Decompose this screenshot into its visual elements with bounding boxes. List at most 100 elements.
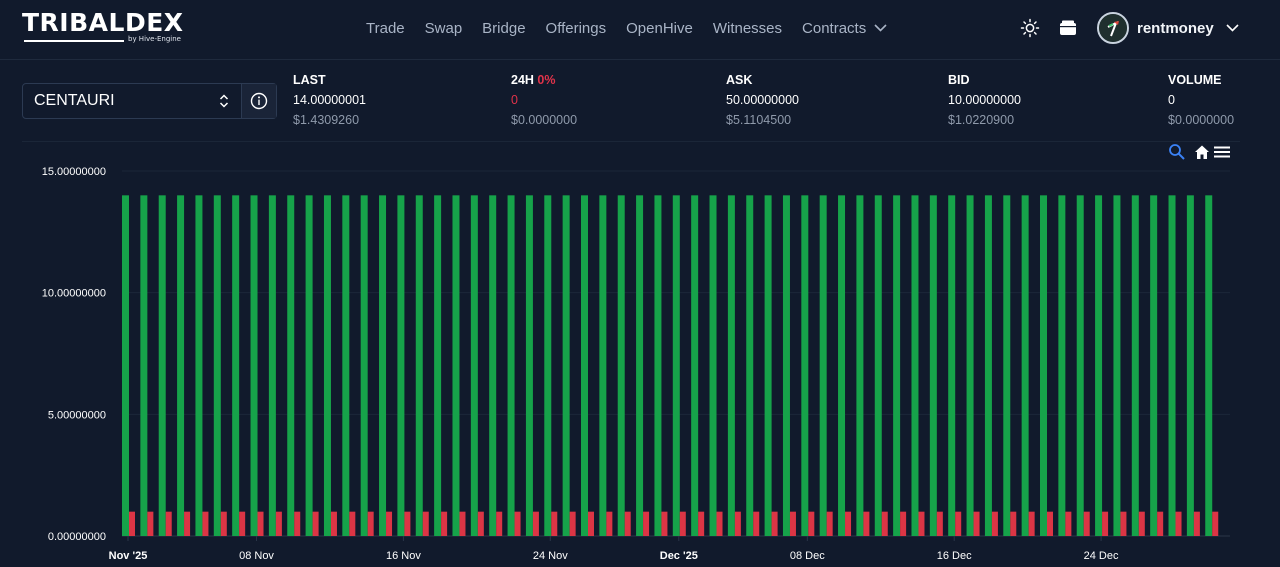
bar-high[interactable] (122, 195, 129, 537)
bar-high[interactable] (177, 195, 185, 537)
bar-low[interactable] (239, 511, 246, 536)
tribaldex-logo[interactable]: TRIBALDEX by Hive-Engine (22, 8, 184, 46)
bar-low[interactable] (698, 511, 705, 536)
bar-low[interactable] (349, 511, 356, 536)
bar-high[interactable] (544, 195, 552, 537)
sun-icon[interactable] (1020, 18, 1040, 38)
bar-low[interactable] (367, 511, 374, 536)
user-menu[interactable]: rentmoney (1097, 12, 1239, 44)
bar-low[interactable] (422, 511, 429, 536)
bar-high[interactable] (1095, 195, 1103, 537)
bar-high[interactable] (195, 195, 203, 537)
bar-high[interactable] (819, 195, 827, 537)
bar-high[interactable] (1150, 195, 1158, 537)
bar-low[interactable] (588, 511, 594, 536)
bar-high[interactable] (1131, 195, 1139, 537)
bar-high[interactable] (1205, 195, 1213, 537)
bar-low[interactable] (441, 511, 448, 536)
price-volume-chart[interactable]: 0.00000000 5.00000000 10.00000000 15.000000… (0, 155, 1280, 567)
bar-high[interactable] (305, 195, 313, 537)
bar-low[interactable] (1065, 511, 1072, 536)
bar-low[interactable] (918, 511, 925, 536)
bar-low[interactable] (845, 511, 852, 536)
bar-low[interactable] (991, 511, 998, 536)
nav-openhive[interactable]: OpenHive (626, 20, 693, 37)
bar-high[interactable] (232, 195, 240, 537)
bar-low[interactable] (1102, 511, 1109, 536)
bar-low[interactable] (808, 511, 815, 536)
bar-low[interactable] (955, 511, 962, 536)
bar-high[interactable] (856, 195, 864, 537)
bar-low[interactable] (1047, 511, 1053, 536)
bar-high[interactable] (1186, 195, 1194, 537)
bar-high[interactable] (1021, 195, 1029, 537)
wallet-icon[interactable] (1058, 18, 1078, 38)
bar-low[interactable] (900, 511, 907, 536)
bar-low[interactable] (716, 511, 723, 536)
zoom-icon[interactable] (1168, 143, 1186, 161)
bar-high[interactable] (948, 195, 956, 537)
bar-high[interactable] (287, 195, 295, 537)
bar-high[interactable] (470, 195, 478, 537)
bar-high[interactable] (746, 195, 754, 537)
bar-low[interactable] (294, 511, 301, 536)
bar-low[interactable] (220, 511, 227, 536)
bar-low[interactable] (202, 511, 209, 536)
bar-low[interactable] (661, 511, 668, 536)
nav-witnesses[interactable]: Witnesses (713, 20, 782, 37)
bar-low[interactable] (881, 511, 888, 536)
token-select[interactable]: CENTAURI (23, 84, 242, 118)
bar-high[interactable] (158, 195, 166, 537)
bar-low[interactable] (551, 511, 558, 536)
bar-low[interactable] (643, 511, 650, 536)
bar-high[interactable] (140, 195, 148, 537)
bar-low[interactable] (1028, 511, 1035, 536)
bar-low[interactable] (753, 511, 760, 536)
bar-high[interactable] (636, 195, 644, 537)
bar-high[interactable] (966, 195, 974, 537)
bar-low[interactable] (165, 511, 172, 536)
bar-low[interactable] (789, 511, 796, 536)
bar-low[interactable] (624, 511, 631, 536)
bar-low[interactable] (771, 511, 778, 536)
bar-high[interactable] (727, 195, 735, 537)
bar-high[interactable] (525, 195, 533, 537)
bar-low[interactable] (936, 511, 943, 536)
nav-swap[interactable]: Swap (425, 20, 463, 37)
bar-low[interactable] (147, 511, 154, 536)
bar-low[interactable] (1120, 511, 1127, 536)
bar-low[interactable] (1010, 511, 1017, 536)
bar-high[interactable] (617, 195, 625, 537)
bar-high[interactable] (250, 195, 258, 537)
bar-low[interactable] (679, 511, 686, 536)
bar-low[interactable] (1212, 511, 1219, 536)
bar-low[interactable] (459, 511, 466, 536)
bar-high[interactable] (268, 195, 276, 537)
nav-contracts[interactable]: Contracts (802, 20, 887, 37)
bar-high[interactable] (213, 195, 221, 537)
bar-high[interactable] (452, 195, 460, 537)
bar-low[interactable] (477, 511, 484, 536)
bar-high[interactable] (838, 195, 846, 537)
bar-low[interactable] (1175, 511, 1182, 536)
home-icon[interactable] (1193, 143, 1211, 161)
bar-high[interactable] (434, 195, 442, 537)
bar-low[interactable] (330, 511, 337, 536)
bar-high[interactable] (1113, 195, 1121, 537)
bar-high[interactable] (1003, 195, 1011, 537)
bar-high[interactable] (984, 195, 992, 537)
bar-low[interactable] (496, 511, 503, 536)
bar-high[interactable] (1058, 195, 1066, 537)
bar-high[interactable] (562, 195, 570, 537)
bar-low[interactable] (404, 511, 411, 536)
nav-bridge[interactable]: Bridge (482, 20, 525, 37)
bar-high[interactable] (654, 195, 662, 537)
bar-high[interactable] (764, 195, 772, 537)
bar-low[interactable] (1157, 511, 1164, 536)
token-info-button[interactable] (242, 84, 276, 118)
bar-high[interactable] (507, 195, 515, 537)
bar-high[interactable] (1076, 195, 1084, 537)
bar-high[interactable] (782, 195, 790, 537)
bar-low[interactable] (1083, 511, 1090, 536)
bar-high[interactable] (415, 195, 423, 537)
